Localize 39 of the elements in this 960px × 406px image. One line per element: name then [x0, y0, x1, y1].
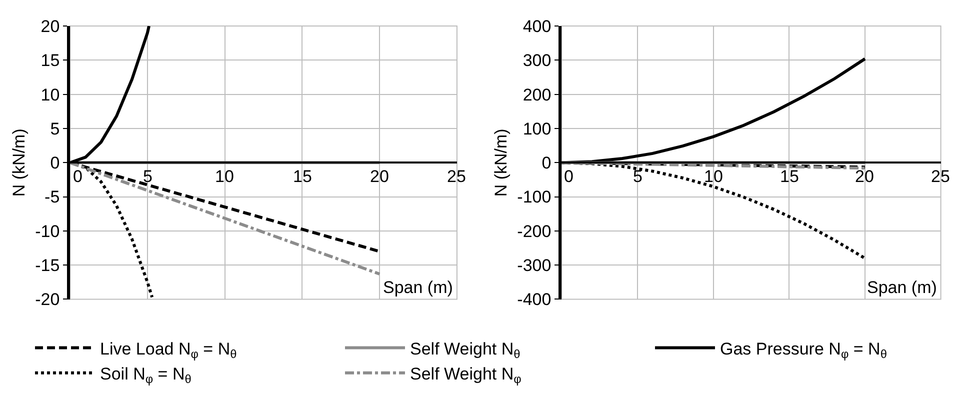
y-tick-label: 300 [522, 51, 552, 70]
y-tick-label: 10 [40, 85, 60, 104]
x-tick-label: 5 [143, 167, 152, 186]
x-tick-label: 5 [633, 167, 642, 186]
y-tick-label: -400 [517, 290, 552, 310]
y-tick-label: 0 [50, 154, 60, 173]
x-tick-label: 25 [931, 167, 950, 186]
x-tick-label: 25 [447, 167, 466, 186]
y-tick-label: 15 [40, 51, 60, 70]
legend-label: Self Weight N$_{φ}$ [410, 364, 522, 386]
y-axis-title: N (kN/m) [492, 128, 511, 197]
y-tick-label: -15 [35, 256, 60, 276]
x-axis-title: Span (m) [867, 278, 937, 297]
y-tick-label: 5 [50, 119, 60, 138]
y-tick-label: -10 [35, 222, 60, 241]
y-tick-label: 0 [542, 154, 552, 173]
y-tick-label: -20 [35, 290, 60, 310]
x-tick-label: 20 [370, 167, 389, 186]
y-tick-label: -200 [517, 222, 552, 241]
y-tick-label: 200 [522, 85, 552, 104]
x-tick-label: 20 [855, 167, 874, 186]
legend-label: Self Weight N$_{θ}$ [410, 339, 520, 361]
y-tick-label: 20 [40, 16, 60, 36]
x-axis-title: Span (m) [383, 278, 453, 297]
y-tick-label: 400 [522, 16, 552, 36]
y-tick-label: -100 [517, 188, 552, 207]
x-tick-label: 0 [564, 167, 574, 186]
y-tick-label: -300 [517, 256, 552, 276]
x-tick-label: 10 [704, 167, 723, 186]
legend-label: Live Load N$_{φ}$ = N$_{θ}$ [100, 339, 237, 361]
legend-label: Soil N$_{φ}$ = N$_{θ}$ [100, 364, 192, 386]
y-tick-label: -5 [44, 188, 60, 207]
x-tick-label: 0 [73, 167, 82, 186]
y-axis-title: N (kN/m) [10, 128, 29, 197]
legend-label: Gas Pressure N$_{φ}$ = N$_{θ}$ [720, 339, 887, 361]
x-tick-label: 10 [215, 167, 234, 186]
x-tick-label: 15 [293, 167, 312, 186]
y-tick-label: 100 [522, 119, 552, 138]
x-tick-label: 15 [780, 167, 799, 186]
